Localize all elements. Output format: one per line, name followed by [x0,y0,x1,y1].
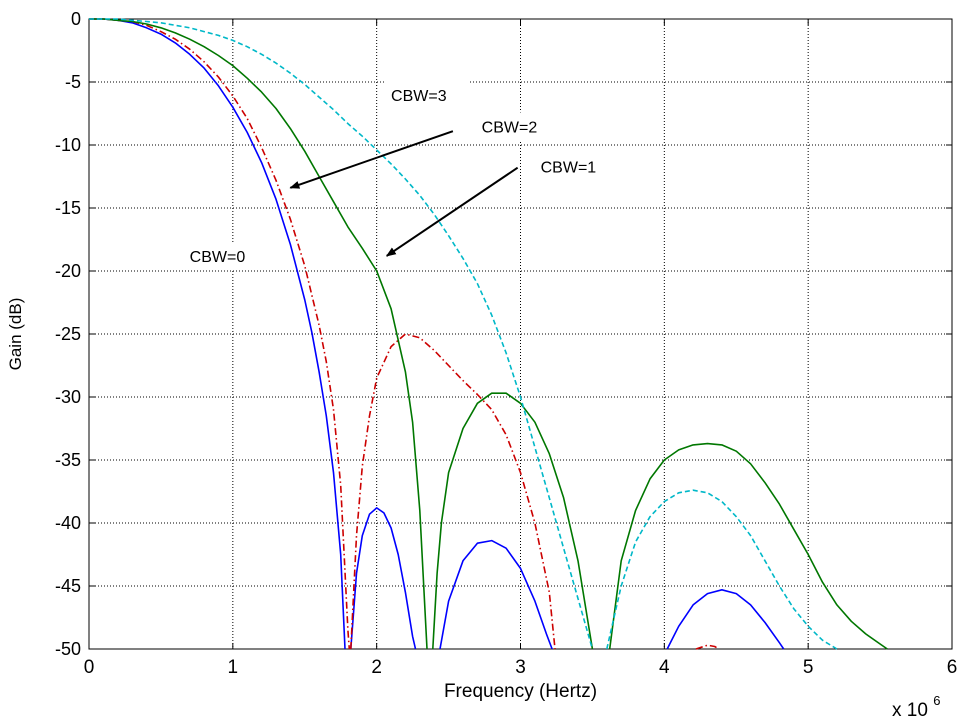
annotation-arrow [385,166,519,257]
annotation-label: CBW=3 [391,88,447,105]
y-axis-label: Gain (dB) [6,298,25,371]
series-line-segment [439,539,553,650]
y-tick-label: -35 [55,450,81,470]
y-tick-label: -20 [55,261,81,281]
annotation-arrow [289,130,454,189]
x-axis-label: Frequency (Hertz) [444,681,597,702]
series-line-segment [89,18,351,650]
x-tick-label: 5 [803,657,814,678]
series-line-segment [89,18,346,650]
annotations: CBW=3 CBW=2 CBW=1 CBW=0 [183,80,619,271]
y-tick-label: -30 [55,387,81,407]
y-tick-label: -45 [55,576,81,596]
annotation-background [534,152,619,181]
x-tick-label: 0 [84,657,95,678]
series-cbw-1 [89,18,720,650]
x-tick-label: 3 [515,657,526,678]
x-tick-label: 2 [371,657,382,678]
series-cbw-0 [89,18,785,650]
y-tick-label: -15 [55,198,81,218]
y-tick-label: -50 [55,639,81,659]
series-line-segment [350,507,417,650]
annotation-background [385,80,470,109]
x-axis-multiplier-exponent: 6 [933,693,940,708]
y-tick-label: -10 [55,135,81,155]
series-line-segment [695,644,720,650]
x-tick-label: 6 [947,657,958,678]
series-line-segment [89,18,594,650]
annotation-label: CBW=2 [482,119,538,136]
series-line-segment [89,18,428,650]
y-tick-label: -5 [65,72,81,92]
series-line-segment [350,333,556,650]
series-cbw-3 [89,18,838,650]
series-lines [89,18,888,650]
x-tick-label: 4 [659,657,670,678]
series-cbw-2 [89,18,888,650]
x-tick-label: 1 [228,657,239,678]
series-line-segment [606,489,838,650]
x-axis-multiplier: x 10 6 [892,693,940,721]
series-line-segment [608,442,888,650]
y-tick-label: -40 [55,513,81,533]
axis-ticks: 0 1 2 3 4 5 6 0 -5 -10 -15 -20 -25 -30 -35 -40 -45 -50 [55,9,957,678]
series-line-segment [666,589,785,650]
annotation-background [183,242,268,271]
y-tick-label: 0 [71,9,81,29]
annotation-label: CBW=1 [541,160,597,177]
series-line-segment [432,392,594,650]
annotation-background [475,112,560,141]
x-axis-multiplier-base: x 10 [892,700,928,721]
y-tick-label: -25 [55,324,81,344]
annotation-label: CBW=0 [190,249,246,266]
